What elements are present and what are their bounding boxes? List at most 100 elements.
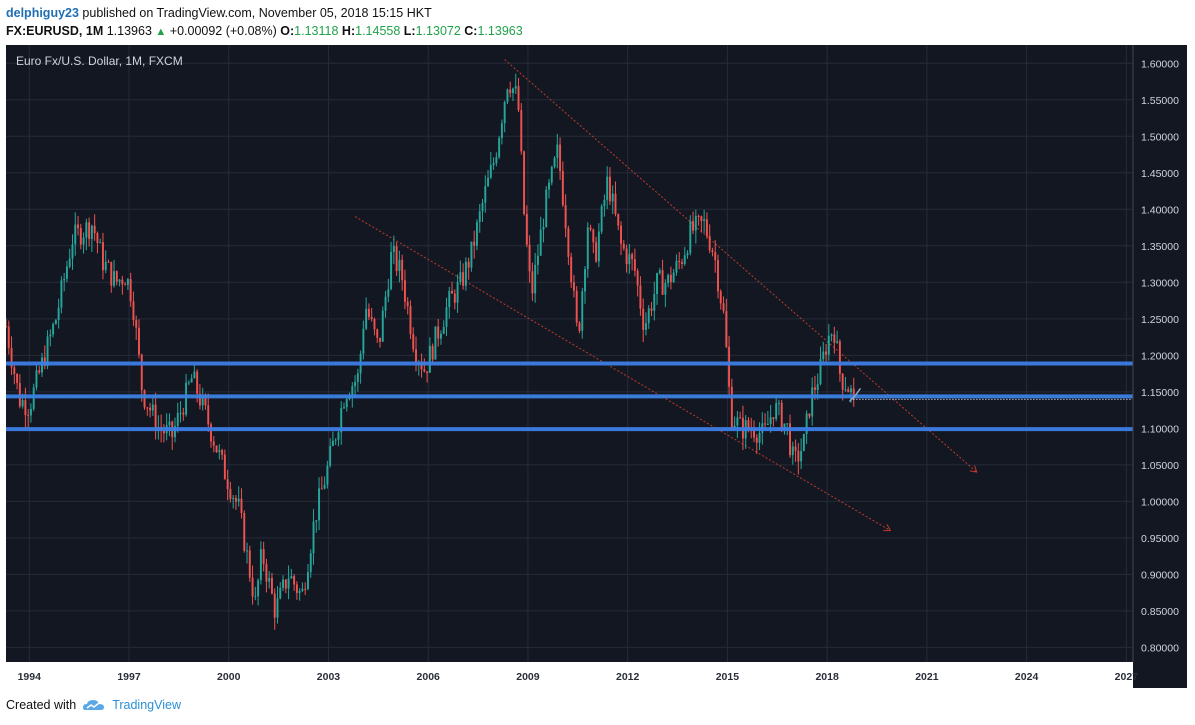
candle-body (481, 202, 484, 212)
candle-body (204, 395, 207, 406)
candle-body (669, 274, 672, 283)
candle-body (226, 479, 229, 489)
candle-body (561, 171, 564, 206)
candle-body (703, 219, 706, 221)
candle-body (82, 237, 85, 245)
candle-body (248, 550, 251, 578)
candle-body (794, 446, 797, 451)
candle-body (708, 235, 711, 251)
candle-body (240, 498, 243, 514)
tradingview-link[interactable]: TradingView (112, 698, 181, 712)
candle-body (151, 404, 154, 411)
candle-body (653, 294, 656, 311)
candle-body (728, 346, 731, 387)
candle-body (243, 513, 246, 551)
x-tick-label: 2012 (616, 671, 640, 683)
chart-area[interactable]: 1.188851.143851.098851.139631.13356 0.80… (6, 45, 1187, 688)
y-tick-label: 1.60000 (1141, 58, 1179, 70)
close-label: C: (464, 24, 478, 38)
x-tick-label: 2006 (417, 671, 441, 683)
candle-body (24, 400, 27, 416)
candle-body (254, 596, 257, 598)
candle-body (326, 465, 329, 485)
candle-body (354, 381, 357, 387)
y-tick-label: 0.80000 (1141, 642, 1179, 654)
candle-body (539, 229, 542, 256)
candle-body (107, 261, 110, 263)
candle-body (426, 371, 429, 373)
candle-body (246, 550, 248, 552)
candle-body (705, 219, 708, 236)
candle-body (531, 271, 534, 294)
candle-body (218, 450, 221, 453)
candle-body (329, 446, 332, 466)
candle-body (182, 412, 185, 415)
candle-body (384, 296, 387, 311)
candle-body (838, 341, 841, 374)
candle-body (495, 157, 498, 164)
candle-body (138, 327, 140, 355)
candle-body (766, 424, 769, 426)
candle-body (323, 484, 326, 489)
candle-body (661, 270, 664, 295)
candle-body (628, 254, 631, 265)
candle-body (124, 284, 127, 286)
candle-body (808, 413, 811, 417)
low-value: 1.13072 (415, 24, 461, 38)
candle-body (822, 351, 825, 360)
y-tick-label: 0.95000 (1141, 533, 1179, 545)
candle-body (597, 231, 600, 262)
price-change: +0.00092 (+0.08%) (169, 24, 277, 38)
y-axis-panel (1133, 45, 1187, 688)
candle-body (331, 440, 334, 447)
candle-body (470, 241, 473, 268)
candle-body (811, 387, 814, 417)
candle-body (772, 417, 775, 419)
candle-body (351, 386, 354, 397)
candle-body (517, 86, 520, 111)
price-chart-svg[interactable]: 1.188851.143851.098851.139631.13356 0.80… (6, 45, 1187, 688)
candle-body (500, 123, 503, 138)
candle-body (207, 405, 210, 425)
candle-body (57, 307, 60, 321)
footer: Created with TradingView (6, 698, 181, 712)
candle-body (719, 291, 722, 304)
candle-body (90, 225, 93, 239)
candle-body (683, 255, 686, 264)
candle-body (844, 389, 847, 391)
candle-body (514, 86, 517, 89)
candle-body (545, 189, 548, 227)
candle-body (79, 228, 82, 245)
candle-body (115, 271, 118, 282)
candle-body (567, 228, 570, 257)
candle-body (395, 246, 398, 271)
plot-background (6, 45, 1133, 662)
candle-body (791, 446, 794, 456)
candle-body (733, 425, 736, 428)
candle-body (700, 216, 703, 221)
candle-body (656, 273, 659, 295)
candle-body (730, 386, 733, 428)
x-tick-label: 2015 (716, 671, 740, 683)
candle-body (825, 351, 828, 355)
candle-body (340, 408, 343, 433)
candle-body (52, 324, 55, 335)
candle-body (423, 369, 426, 372)
x-tick-label: 2024 (1015, 671, 1039, 683)
candle-body (642, 308, 645, 330)
candle-body (520, 110, 523, 152)
candle-body (841, 373, 844, 390)
candle-body (542, 226, 545, 230)
candle-body (71, 244, 74, 259)
candle-body (379, 337, 381, 342)
candle-body (99, 242, 102, 244)
candle-body (307, 572, 309, 589)
candle-body (229, 488, 232, 499)
published-text: published on TradingView.com, November 0… (82, 6, 432, 20)
author-link[interactable]: delphiguy23 (6, 6, 79, 20)
y-tick-label: 1.30000 (1141, 277, 1179, 289)
candle-body (298, 590, 301, 593)
candle-body (143, 390, 146, 408)
y-tick-label: 0.90000 (1141, 569, 1179, 581)
candle-body (93, 225, 96, 234)
